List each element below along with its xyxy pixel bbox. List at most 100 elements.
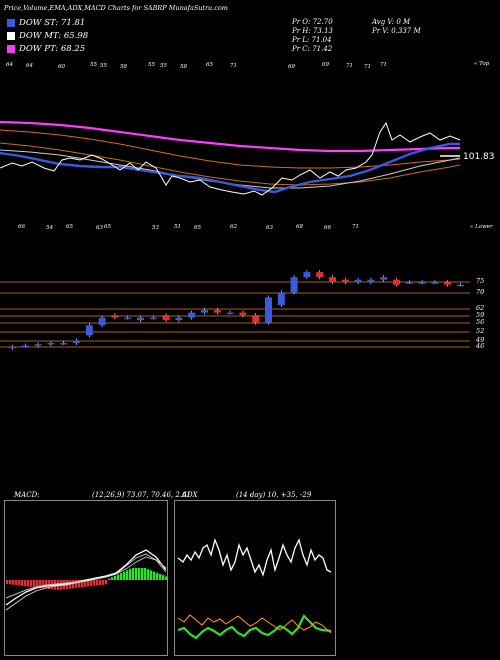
macd-hist-bar xyxy=(99,580,102,586)
macd-hist-bar xyxy=(90,580,93,587)
range-top-tick: 62 xyxy=(230,224,237,230)
ema-orange-2 xyxy=(0,142,461,186)
macd-hist-bar xyxy=(105,580,108,585)
price-top-tick: 69 xyxy=(288,64,295,70)
ohlc-close: Pr C: 71.42 xyxy=(292,45,333,53)
range-top-tick: 66 xyxy=(18,224,25,230)
candle-body xyxy=(111,315,119,318)
range-top-tick: 53 xyxy=(152,225,159,231)
range-level-label: 52 xyxy=(476,327,485,335)
range-level-label: 75 xyxy=(476,277,485,285)
range-top-tick: 65 xyxy=(194,225,201,231)
candle-body xyxy=(34,344,42,346)
ema-long-line xyxy=(0,120,460,153)
legend-swatch-mt xyxy=(7,32,15,40)
macd-hist-bar xyxy=(108,578,111,580)
macd-hist-bar xyxy=(147,569,150,580)
candle-body xyxy=(175,317,183,321)
candle-body xyxy=(341,279,349,283)
macd-hist-bar xyxy=(144,568,147,580)
price-top-tick: 69 xyxy=(322,62,329,68)
range-top-tick: 71 xyxy=(352,224,359,230)
macd-hist-bar xyxy=(126,570,129,580)
price-top-tick: 55 xyxy=(100,63,107,69)
macd-hist-bar xyxy=(21,580,24,586)
candle-body xyxy=(431,282,439,284)
ohlc-high: Pr H: 73.13 xyxy=(292,27,334,35)
candle-body xyxy=(457,284,464,287)
candle-body xyxy=(316,272,324,278)
macd-hist-bar xyxy=(132,568,135,580)
range-level-label: 62 xyxy=(476,304,485,312)
candle-body xyxy=(329,277,336,283)
range-top-tick: 66 xyxy=(324,225,331,231)
macd-hist-bar xyxy=(150,570,153,580)
macd-hist-bar xyxy=(153,571,156,580)
candle-body xyxy=(418,282,426,284)
candle-body xyxy=(393,279,400,285)
macd-hist-bar xyxy=(102,580,105,585)
legend-label-mt: DOW MT: 65.98 xyxy=(19,31,89,41)
macd-hist-bar xyxy=(42,580,45,589)
adx-label: ADX xyxy=(182,491,198,499)
macd-hist-bar xyxy=(162,575,165,580)
range-top-tick: 63 xyxy=(266,225,273,231)
range-top-tick: 65 xyxy=(104,224,111,230)
price-line xyxy=(0,121,461,196)
adx-plus-line xyxy=(177,614,332,634)
legend-dow-mt: DOW MT: 65.98 xyxy=(7,31,88,41)
macd-hist-bar xyxy=(81,580,84,588)
candle-body xyxy=(47,342,55,345)
candle-body xyxy=(98,317,106,326)
legend-swatch-pt xyxy=(7,45,15,53)
macd-panel xyxy=(4,500,168,656)
legend-label-pt: DOW PT: 68.25 xyxy=(19,44,86,54)
ema-orange-1 xyxy=(0,129,461,169)
range-top-tick: 54 xyxy=(46,225,53,231)
price-panel xyxy=(0,120,461,196)
price-top-label: « Top xyxy=(474,61,490,67)
macd-hist-bar xyxy=(30,580,33,587)
macd-hist-bar xyxy=(75,580,78,588)
price-top-tick: 58 xyxy=(180,64,187,70)
candle-body xyxy=(9,346,16,349)
adx-panel xyxy=(174,500,336,656)
macd-hist-bar xyxy=(93,580,96,586)
candle-body xyxy=(21,345,29,347)
macd-label: MACD: xyxy=(14,491,40,499)
ema-short-line xyxy=(0,142,460,194)
chart-title: Price,Volume,EMA,ADX,MACD Charts for SAB… xyxy=(4,4,228,12)
price-top-tick: 71 xyxy=(230,63,237,69)
price-top-tick: 71 xyxy=(364,64,371,70)
candle-body xyxy=(367,279,375,283)
legend-label-st: DOW ST: 71.81 xyxy=(19,18,86,28)
price-top-tick: 55 xyxy=(90,62,97,68)
candle-body xyxy=(188,312,196,318)
macd-hist-bar xyxy=(36,580,39,588)
range-level-label: 59 xyxy=(476,311,485,319)
ohlc-open: Pr O: 72.70 xyxy=(292,18,333,26)
price-top-tick: 64 xyxy=(26,63,33,69)
adx-params: (14 day) 10, +35, -29 xyxy=(236,491,312,499)
macd-hist-bar xyxy=(33,580,36,588)
price-top-tick: 71 xyxy=(346,63,353,69)
macd-hist-bar xyxy=(117,574,120,580)
range-top-tick: 65 xyxy=(66,224,73,230)
candle-body xyxy=(201,310,208,313)
candle-body xyxy=(277,292,285,305)
macd-hist-bar xyxy=(138,568,141,580)
macd-hist-bar xyxy=(87,580,90,587)
price-top-tick: 65 xyxy=(206,62,213,68)
macd-hist-bar xyxy=(159,574,162,580)
candle-body xyxy=(290,277,298,293)
candle-body xyxy=(380,277,388,280)
price-top-tick: 55 xyxy=(160,63,167,69)
candle-body xyxy=(73,340,80,343)
adx-frame xyxy=(174,500,336,656)
macd-hist-bar xyxy=(72,580,75,589)
candle-body xyxy=(252,315,260,323)
price-top-tick: 58 xyxy=(120,64,127,70)
range-top-tick: 63 xyxy=(96,225,103,231)
candle-body xyxy=(226,312,234,315)
macd-hist-bar xyxy=(9,580,12,585)
